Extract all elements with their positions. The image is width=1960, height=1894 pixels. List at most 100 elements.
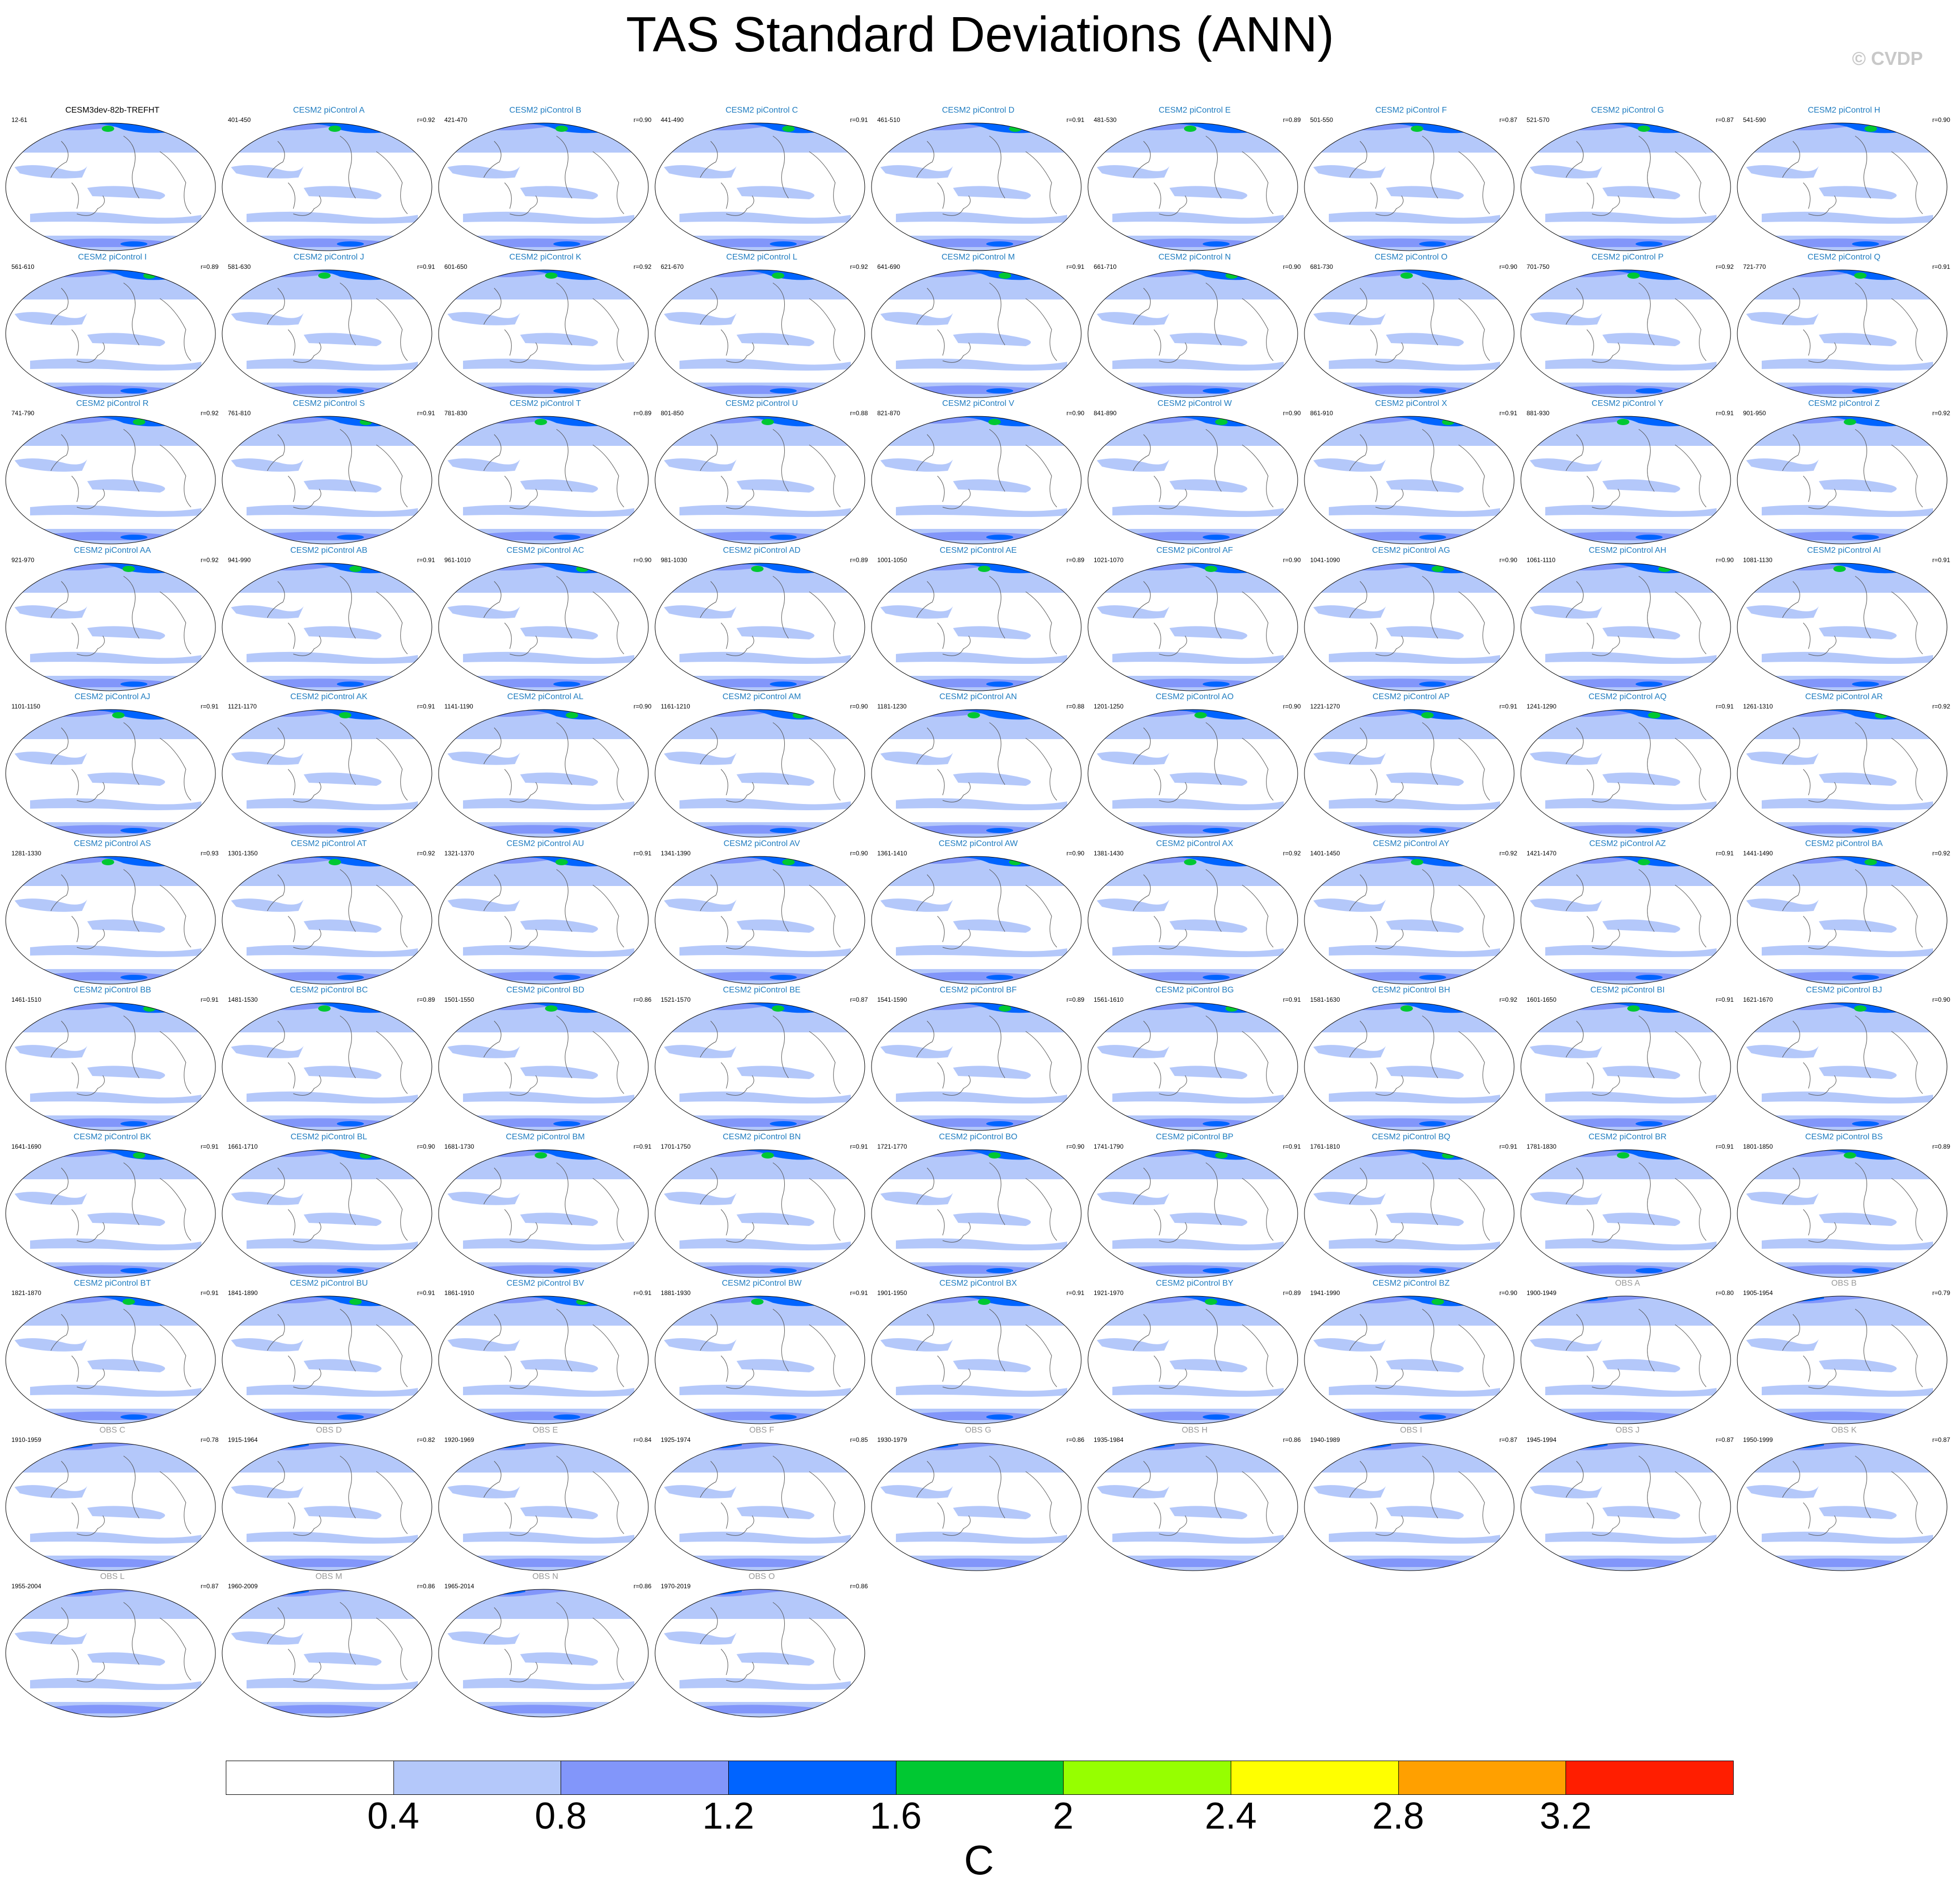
map-panel: OBS I 1940-1989 r=0.87 — [1303, 1425, 1519, 1571]
panel-title: CESM2 piControl BN — [723, 1132, 801, 1141]
panel-years: 1921-1970 — [1094, 1289, 1124, 1297]
panel-title: OBS D — [316, 1425, 342, 1435]
panel-title: CESM2 piControl AH — [1588, 546, 1667, 555]
coastlines — [50, 135, 192, 216]
coastlines — [916, 1015, 1057, 1096]
coastlines — [1566, 135, 1707, 216]
panel-correlation: r=0.90 — [1932, 996, 1950, 1003]
panel-years: 1955-2004 — [11, 1583, 42, 1590]
map-svg — [438, 1002, 649, 1131]
panel-years: 1001-1050 — [877, 556, 907, 564]
map-fill — [6, 269, 215, 398]
map-panel: CESM2 piControl M 641-690 r=0.91 — [870, 252, 1086, 398]
map-svg — [1087, 1002, 1298, 1131]
map-fill — [1304, 1149, 1514, 1277]
map-panel: CESM2 piControl AP 1221-1270 r=0.91 — [1303, 691, 1519, 838]
map-panel: CESM2 piControl BJ 1621-1670 r=0.90 — [1736, 985, 1952, 1131]
panel-years: 761-810 — [228, 410, 251, 417]
coastlines — [50, 282, 192, 363]
map-panel: CESM2 piControl U 801-850 r=0.88 — [654, 398, 870, 544]
map-panel: CESM2 piControl AQ 1241-1290 r=0.91 — [1519, 691, 1736, 838]
panel-years: 1241-1290 — [1527, 703, 1557, 710]
panel-correlation: r=0.87 — [850, 996, 868, 1003]
panel-correlation: r=0.89 — [200, 263, 219, 270]
panel-title: CESM2 piControl BQ — [1371, 1132, 1451, 1141]
panel-title: CESM2 piControl N — [1158, 252, 1231, 262]
panel-correlation: r=0.90 — [1066, 849, 1084, 857]
coastlines — [1566, 1309, 1707, 1389]
map-svg — [438, 269, 649, 398]
map-fill — [1304, 1296, 1514, 1424]
map-panel: CESM2 piControl BU 1841-1890 r=0.91 — [221, 1278, 437, 1424]
coastlines — [1566, 722, 1707, 802]
panel-title: OBS F — [749, 1425, 774, 1435]
map-svg — [871, 416, 1082, 544]
map-svg — [1520, 1149, 1731, 1277]
map-fill — [1521, 710, 1731, 837]
map-panel: CESM2 piControl G 521-570 r=0.87 — [1519, 105, 1736, 251]
map-svg — [1520, 269, 1731, 398]
panel-correlation: r=0.93 — [200, 849, 219, 857]
map-panel: OBS F 1925-1974 r=0.85 — [654, 1425, 870, 1571]
panel-title: CESM2 piControl BX — [939, 1279, 1017, 1288]
panel-years: 641-690 — [877, 263, 901, 270]
panel-title: CESM2 piControl AL — [507, 692, 583, 701]
coastlines — [1349, 576, 1490, 656]
map-svg — [871, 1442, 1082, 1571]
panel-title: CESM2 piControl AW — [938, 839, 1018, 848]
map-panel: OBS N 1965-2014 r=0.86 — [437, 1571, 654, 1718]
panel-correlation: r=0.79 — [1932, 1289, 1950, 1297]
panel-years: 1301-1350 — [228, 849, 258, 857]
map-fill — [1304, 123, 1514, 251]
coastlines — [1566, 1162, 1707, 1243]
panel-title: OBS I — [1400, 1425, 1422, 1435]
coastlines — [1782, 576, 1923, 656]
map-svg — [1087, 416, 1298, 544]
panel-years: 941-990 — [228, 556, 251, 564]
panel-correlation: r=0.78 — [200, 1436, 219, 1443]
map-svg — [871, 856, 1082, 984]
map-svg — [1737, 1296, 1948, 1424]
panel-correlation: r=0.91 — [850, 116, 868, 124]
panel-years: 1920-1969 — [444, 1436, 474, 1443]
coastlines — [1133, 282, 1274, 363]
panel-correlation: r=0.91 — [417, 263, 435, 270]
map-panel: CESM2 piControl D 461-510 r=0.91 — [870, 105, 1086, 251]
panel-title: CESM2 piControl AP — [1372, 692, 1450, 701]
panel-title: CESM2 piControl F — [1375, 106, 1447, 115]
map-svg — [1087, 1442, 1298, 1571]
panel-years: 661-710 — [1094, 263, 1117, 270]
panel-years: 1925-1974 — [661, 1436, 691, 1443]
map-fill — [222, 1296, 432, 1424]
map-fill — [1304, 563, 1514, 691]
panel-years: 861-910 — [1310, 410, 1333, 417]
map-svg — [1737, 856, 1948, 984]
colorbar-box — [561, 1761, 729, 1795]
map-fill — [6, 1296, 215, 1424]
map-svg — [1087, 1296, 1298, 1424]
panel-title: CESM2 piControl L — [726, 252, 797, 262]
coastlines — [50, 429, 192, 509]
panel-years: 1945-1994 — [1527, 1436, 1557, 1443]
map-panel: CESM2 piControl W 841-890 r=0.90 — [1086, 398, 1303, 544]
panel-title: CESM2 piControl BD — [506, 986, 584, 994]
map-svg — [871, 1149, 1082, 1277]
coastlines — [267, 1162, 408, 1243]
panel-years: 461-510 — [877, 116, 901, 124]
panel-correlation: r=0.91 — [1499, 1142, 1517, 1150]
map-svg — [871, 709, 1082, 838]
panel-years: 1041-1090 — [1310, 556, 1340, 564]
map-panel: CESM2 piControl BQ 1761-1810 r=0.91 — [1303, 1132, 1519, 1278]
map-panel: CESM3dev-82b-TREFHT 12-61 — [4, 105, 221, 251]
map-panel: OBS A 1900-1949 r=0.80 — [1519, 1278, 1736, 1424]
map-fill — [222, 269, 432, 398]
map-svg — [1737, 269, 1948, 398]
panel-title: CESM2 piControl S — [293, 399, 365, 408]
map-panel: OBS K 1950-1999 r=0.87 — [1736, 1425, 1952, 1571]
coastlines — [916, 722, 1057, 802]
coastlines — [267, 135, 408, 216]
panel-correlation: r=0.89 — [850, 556, 868, 564]
map-svg — [5, 856, 216, 984]
map-fill — [439, 710, 648, 837]
panel-title: CESM2 piControl BT — [74, 1279, 151, 1288]
